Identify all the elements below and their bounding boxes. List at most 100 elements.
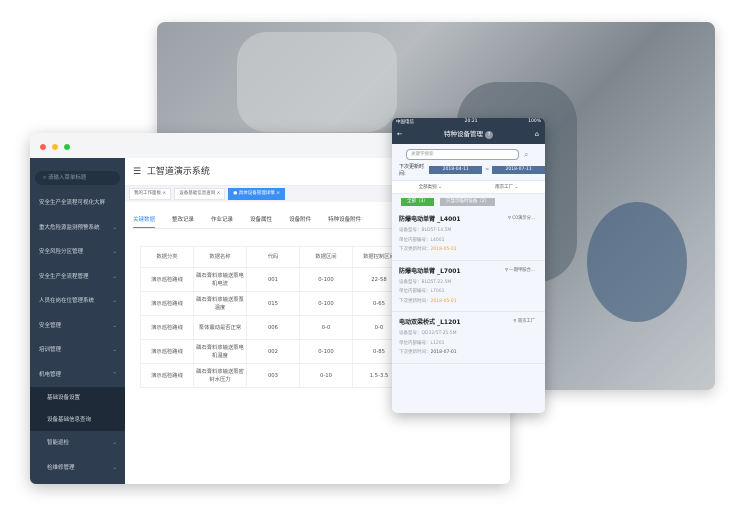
chevron-icon: ⌄ (112, 298, 117, 304)
table-cell: 0-100 (299, 339, 353, 364)
location-text: 南京工厂 (517, 319, 535, 324)
sidebar-item-label: 安全管理 (39, 322, 62, 329)
table-row: 演示巡检路线 泵体震动是否正常 006 0-0 0-0 (140, 315, 406, 340)
next-update-label: 下次更新时间： (399, 350, 431, 355)
content-tab[interactable]: 设备附件 (289, 217, 312, 223)
location-pin-icon: ⚲ (513, 319, 518, 324)
search-icon[interactable]: ⌕ (524, 149, 529, 159)
table-cell: 0-0 (299, 315, 353, 340)
sidebar-item[interactable]: 基础设备设置 (30, 387, 125, 409)
phone-mockup: 中国电信 20:21 100% ← 特种设备管理 ? ⌂ 关键字搜索 ⌕ 下次更新时… (392, 118, 545, 413)
minimize-button[interactable] (52, 144, 58, 150)
tag-workbench[interactable]: 我的工作面板 × (129, 188, 172, 200)
menu-icon[interactable]: ☰ (133, 167, 142, 177)
sidebar-item[interactable]: 安全生产全流程管理 ⌄ (30, 265, 125, 290)
next-update: 下次更新时间：2018-07-01 (399, 349, 538, 355)
location-text: C0演示分... (512, 216, 535, 221)
sidebar-item-label: 重大危险源监测预警系统 (39, 224, 100, 231)
home-icon[interactable]: ⌂ (534, 130, 539, 138)
sidebar-item[interactable]: 设备基础信息查询 (30, 409, 125, 431)
next-update-label: 下次更新时间： (399, 298, 431, 304)
chevron-icon: ⌄ (112, 464, 117, 471)
table-cell: 001 (246, 267, 300, 292)
chevron-icon: ⌄ (112, 273, 117, 280)
content-tab[interactable]: 关键数据 (133, 215, 156, 228)
sidebar-item[interactable]: 安全管理 ⌄ (30, 314, 125, 339)
content-tab[interactable]: 特种设备附件 (328, 217, 362, 223)
battery: 100% (528, 119, 541, 124)
table-cell: 磷石膏料浆输送泵电机电流 (193, 267, 247, 292)
sidebar-item-label: 设备基础信息查询 (47, 417, 92, 423)
chevron-icon: ⌄ (112, 347, 117, 353)
equipment-card[interactable]: 防爆电动单臂 _L7001 ⚲ 一期甲胺合... 设备型号：BLD5T-22.5M 单… (392, 261, 545, 312)
date-separator: ~ (485, 167, 490, 173)
table-cell: 泵体震动是否正常 (193, 315, 247, 340)
header: ☰ 工智道演示系统 (125, 158, 510, 186)
table-row: 演示巡检路线 磷石膏料浆输送泵电机温度 002 0-100 0-85 (140, 339, 406, 364)
content-tab[interactable]: 设备属性 (250, 217, 273, 223)
chevron-icon: ⌄ (112, 224, 117, 231)
table-cell: 演示巡检路线 (140, 339, 194, 364)
help-icon[interactable]: ? (485, 131, 494, 139)
equipment-card[interactable]: 防爆电动单臂 _L4001 ⚲ C0演示分... 设备型号：BLD5T-14.5M 单… (392, 209, 545, 261)
card-title: 防爆电动单臂 _L7001 (399, 267, 461, 275)
category-filter[interactable]: 全部类别 ⌄ (418, 185, 442, 190)
sidebar-item-label: 检维修管理 (47, 464, 75, 471)
next-update-label: 下次更新时间： (399, 247, 431, 252)
close-button[interactable] (40, 144, 46, 150)
location-pin-icon: ⚲ (507, 216, 513, 221)
next-update-date: 2018-07-01 (430, 350, 457, 355)
next-update-date: 2018-05-01 (430, 298, 457, 304)
chevron-icon: ⌃ (112, 371, 117, 378)
tag-equipment-query[interactable]: 设备基础信息查询 × (174, 188, 226, 200)
table-row: 演示巡检路线 磷石膏料浆输送泵电机电流 001 0-100 22-58 (140, 267, 406, 292)
content-tab[interactable]: 整改记录 (172, 217, 195, 223)
internal-code: 单位内部编号：L7001 (399, 289, 445, 294)
table-cell: 0-10 (299, 363, 353, 388)
table-row: 演示巡检路线 磷石膏料浆输送泵密封水压力 003 0-10 1.5-3.5 (140, 363, 406, 388)
tag-equipment-detail[interactable]: ● 具体设备管理详情 × (228, 188, 285, 200)
equipment-card[interactable]: 电动双梁桥式 _L1201 ⚲ 南京工厂 设备型号：QD32/5T-25.5M 单位内… (392, 312, 545, 364)
sidebar-item[interactable]: 机电管理 ⌃ (30, 363, 125, 388)
date-from[interactable]: 2018-04-11 (429, 166, 483, 174)
date-to[interactable]: 2018-07-11 (492, 166, 545, 174)
sidebar: ⌕ 请输入菜单标题 安全生产全流程可视化大屏 重大危险源监测预警系统 ⌄ 安全风险分区… (30, 158, 125, 484)
sidebar-item[interactable]: 人员在岗在位管理系统 ⌄ (30, 289, 125, 314)
date-label: 下次更新时间: (399, 164, 425, 177)
table-cell: 磷石膏料浆输送泵泵温度 (193, 291, 247, 316)
desktop-window: ⌕ 请输入菜单标题 安全生产全流程可视化大屏 重大危险源监测预警系统 ⌄ 安全风险分区… (30, 133, 510, 484)
temporary-only-button[interactable]: 只显示临时设备（2） (439, 198, 496, 206)
nav-bar: ← 特种设备管理 ? ⌂ (392, 127, 545, 144)
table-cell: 0-100 (299, 267, 353, 292)
keyword-search-input[interactable]: 关键字搜索 (406, 149, 519, 160)
table-cell: 演示巡检路线 (140, 315, 194, 340)
carrier: 中国电信 (396, 120, 414, 125)
card-location: ⚲ 一期甲胺合... (505, 267, 535, 273)
screen-title: 特种设备管理 (443, 130, 483, 138)
next-update-date: 2018-05-01 (430, 247, 457, 252)
menu-search-input[interactable]: ⌕ 请输入菜单标题 (35, 171, 120, 185)
sidebar-item[interactable]: 检维修管理 ⌄ (30, 456, 125, 481)
factory-filter[interactable]: 南京工厂 ⌄ (495, 185, 519, 190)
table-cell: 演示巡检路线 (140, 363, 194, 388)
table-cell: 磷石膏料浆输送泵电机温度 (193, 339, 247, 364)
sidebar-item[interactable]: 安全风险分区管理 ⌄ (30, 240, 125, 265)
chevron-icon: ⌄ (112, 322, 117, 329)
sidebar-item[interactable]: 智能巡检 ⌄ (30, 431, 125, 456)
app-title: 工智道演示系统 (146, 167, 210, 177)
sidebar-item[interactable]: 培训管理 ⌄ (30, 338, 125, 363)
equipment-model: 设备型号：QD32/5T-25.5M (399, 331, 457, 336)
card-title: 电动双梁桥式 _L1201 (399, 319, 461, 326)
all-button[interactable]: 全部（3） (401, 198, 434, 206)
table-cell: 003 (246, 363, 300, 388)
back-icon[interactable]: ← (397, 130, 403, 138)
sidebar-item[interactable]: 安全生产全流程可视化大屏 (30, 191, 125, 216)
equipment-model: 设备型号：BLD5T-14.5M (399, 228, 452, 233)
column-header: 代码 (246, 246, 300, 268)
maximize-button[interactable] (64, 144, 70, 150)
column-header: 数据分类 (140, 246, 194, 268)
sidebar-item-label: 安全生产全流程可视化大屏 (39, 200, 106, 206)
content-tab[interactable]: 作业记录 (211, 217, 234, 223)
table-row: 演示巡检路线 磷石膏料浆输送泵泵温度 015 0-100 0-65 (140, 291, 406, 316)
sidebar-item[interactable]: 重大危险源监测预警系统 ⌄ (30, 216, 125, 241)
